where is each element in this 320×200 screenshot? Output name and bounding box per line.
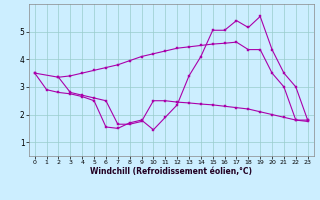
X-axis label: Windchill (Refroidissement éolien,°C): Windchill (Refroidissement éolien,°C) xyxy=(90,167,252,176)
